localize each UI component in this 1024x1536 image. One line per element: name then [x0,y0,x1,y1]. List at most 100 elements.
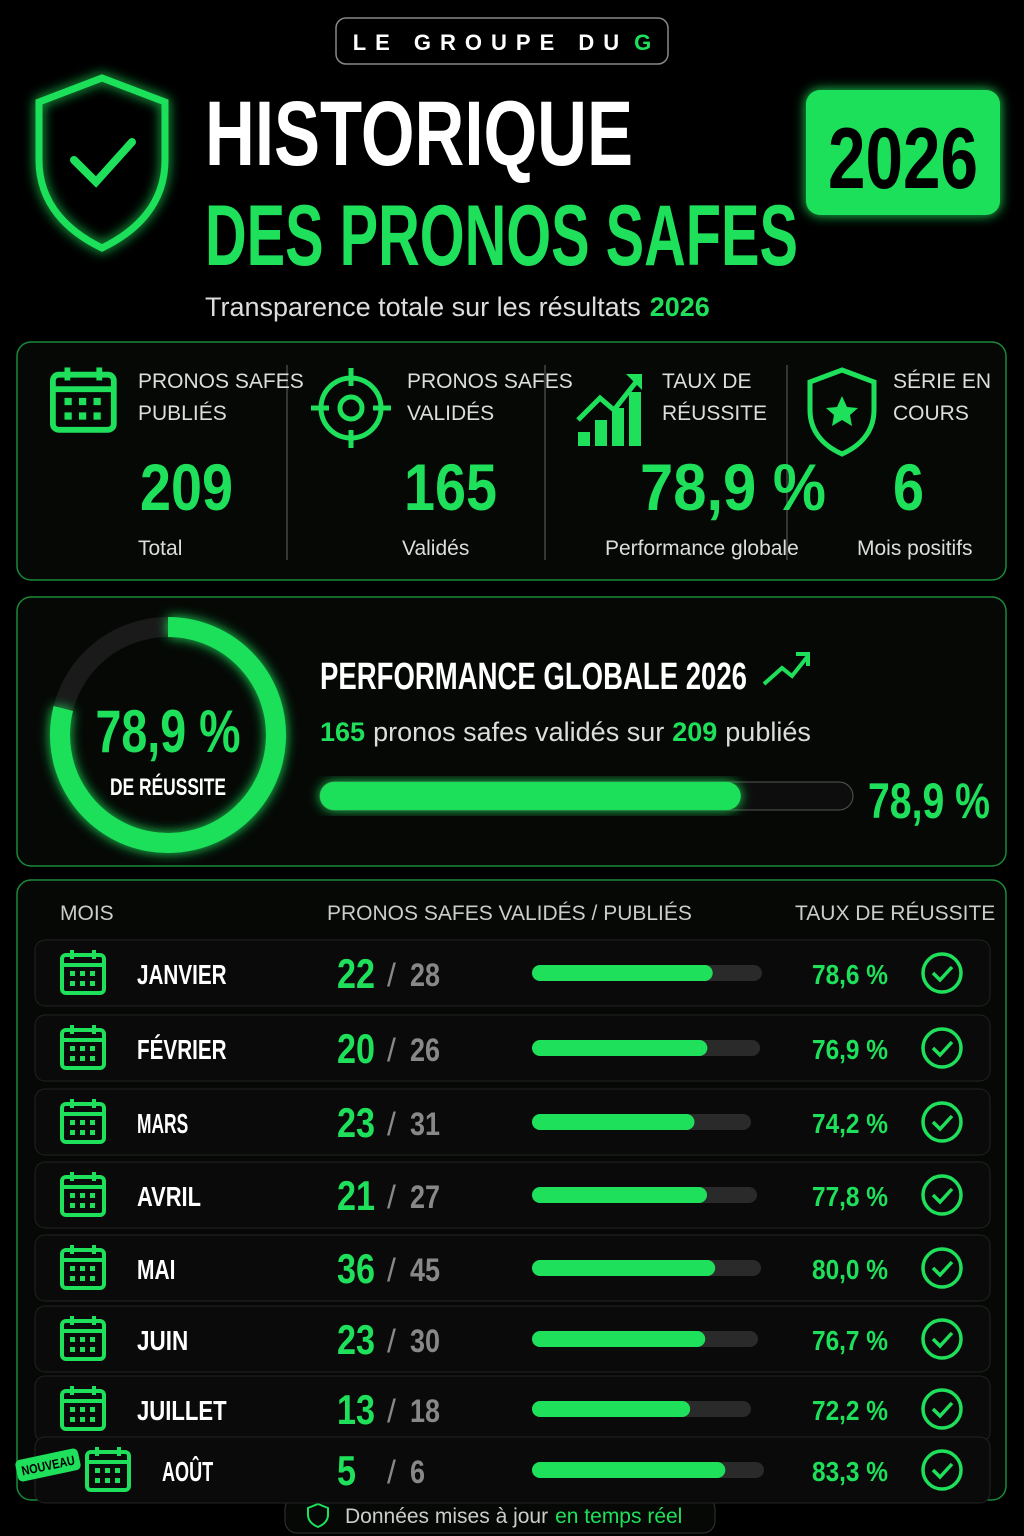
footer-text: Données mises à jour [345,1505,548,1528]
separator: / [387,1454,396,1490]
month: JUILLET [137,1395,227,1426]
month: FÉVRIER [137,1034,227,1065]
brand: LE GROUPE DU [353,30,628,55]
published: 45 [410,1252,440,1288]
row-bg [34,939,991,1007]
subtitle: Transparence totale sur les résultats [205,292,641,322]
separator: / [387,1106,396,1142]
footer-highlight: en temps réel [555,1505,682,1528]
subtitle-year: 2026 [650,292,710,322]
validated: 36 [337,1245,375,1292]
stat-caption: Mois positifs [857,537,973,560]
stat-caption: Performance globale [605,537,799,560]
row-bar-fill [532,1187,707,1203]
rate: 77,8 % [812,1181,888,1212]
month: MARS [137,1108,188,1139]
year-badge-text: 2026 [828,111,978,207]
year-badge [806,90,1000,215]
validated: 23 [337,1099,375,1146]
rate: 74,2 % [812,1108,888,1139]
footer-shield [307,1502,329,1529]
new-badge: NOUVEAU [15,1448,81,1482]
check-circle [921,952,963,994]
row-bar-fill [532,1040,708,1056]
table-header: MOIS [60,902,114,925]
stat-label: TAUX DE [662,370,751,393]
check-mark [931,1187,954,1205]
row-bg [34,1234,991,1302]
validated: 21 [337,1172,375,1219]
stat-caption: Total [138,537,182,560]
rate: 78,6 % [812,959,888,990]
check-icon [70,138,136,188]
stat-label: RÉUSSITE [662,402,767,425]
check-mark [931,1260,954,1278]
month: JUIN [137,1325,188,1356]
stat-label: SÉRIE EN [893,370,991,393]
check-mark [931,965,954,983]
ring-caption: DE RÉUSSITE [110,773,226,801]
row-bg [34,1088,991,1156]
check-circle [921,1101,963,1143]
table-header: TAUX DE RÉUSSITE [795,902,995,925]
published: 28 [410,957,440,993]
published: 26 [410,1032,440,1068]
brand-accent: G [634,30,651,55]
ring-progress [50,617,286,853]
month: AOÛT [162,1455,213,1487]
check-circle [921,1388,963,1430]
validated: 23 [337,1316,375,1363]
published: 31 [410,1106,440,1142]
stat-label: VALIDÉS [407,402,494,425]
published: 6 [410,1454,425,1490]
brand-pill [335,17,669,65]
stat-caption: Validés [402,537,469,560]
table-header: PRONOS SAFES VALIDÉS / PUBLIÉS [327,902,692,925]
separator: / [387,1323,396,1359]
row-bar-fill [532,1260,716,1276]
check-circle [921,1247,963,1289]
validated: 22 [337,950,375,997]
published: 30 [410,1323,440,1359]
target-icon [311,368,391,448]
rate: 76,7 % [812,1325,888,1356]
title-line-2: DES PRONOS SAFES [205,188,798,284]
separator: / [387,1032,396,1068]
performance-text: 209 [672,717,717,747]
performance-text: pronos safes validés sur [373,717,664,747]
row-bar-fill [532,1331,706,1347]
month: AVRIL [137,1181,201,1212]
performance-text: publiés [725,717,811,747]
star-shield-icon [807,367,877,457]
check-circle [921,1027,963,1069]
dividers [286,365,788,560]
shield-icon [35,74,169,252]
ring-value: 78,9 % [96,698,241,765]
growth-icon [576,374,642,446]
check-circle [921,1449,963,1491]
stat-label: COURS [893,402,969,425]
row-bg [34,1161,991,1229]
trend-icon [762,652,810,686]
row-bar-fill [532,1114,695,1130]
rate: 72,2 % [812,1395,888,1426]
separator: / [387,1393,396,1429]
star-icon [826,396,858,426]
stat-label: PUBLIÉS [138,402,227,425]
validated: 13 [337,1386,375,1433]
stat-value: 78,9 % [640,450,826,524]
check-mark [931,1462,954,1480]
performance-text: 165 [320,717,365,747]
stat-value: 209 [140,450,233,524]
row-bg [34,1305,991,1373]
check-circle [921,1174,963,1216]
rate: 76,9 % [812,1034,888,1065]
published: 27 [410,1179,440,1215]
validated: 5 [337,1447,356,1494]
check-circle [921,1318,963,1360]
check-mark [931,1114,954,1132]
rate: 80,0 % [812,1254,888,1285]
row-bar-fill [532,1401,691,1417]
check-mark [931,1040,954,1058]
